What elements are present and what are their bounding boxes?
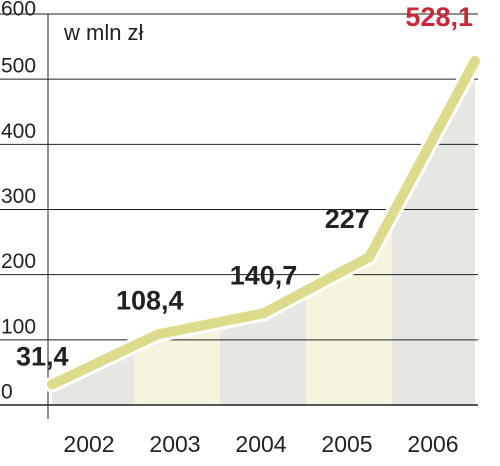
- y-tick-label: 400: [1, 120, 36, 143]
- value-label: 140,7: [230, 260, 298, 290]
- x-tick-label: 2006: [407, 431, 458, 457]
- x-tick-label: 2003: [149, 431, 200, 457]
- y-tick-label: 200: [1, 250, 36, 273]
- y-tick-label: 100: [1, 315, 36, 338]
- y-tick-label: 500: [1, 55, 36, 78]
- line: [47, 55, 480, 390]
- value-label: 108,4: [116, 285, 184, 315]
- y-tick-label: 0: [1, 381, 13, 404]
- x-tick-label: 2005: [321, 431, 372, 457]
- x-tick-label: 2002: [63, 431, 114, 457]
- y-tick-label: 600: [1, 0, 36, 21]
- x-tick-label: 2004: [235, 431, 286, 457]
- value-label: 227: [325, 204, 370, 234]
- y-tick-label: 300: [1, 185, 36, 208]
- value-label: 528,1: [405, 2, 473, 32]
- subtitle: w mln zł: [63, 20, 144, 45]
- value-label: 31,4: [16, 342, 69, 372]
